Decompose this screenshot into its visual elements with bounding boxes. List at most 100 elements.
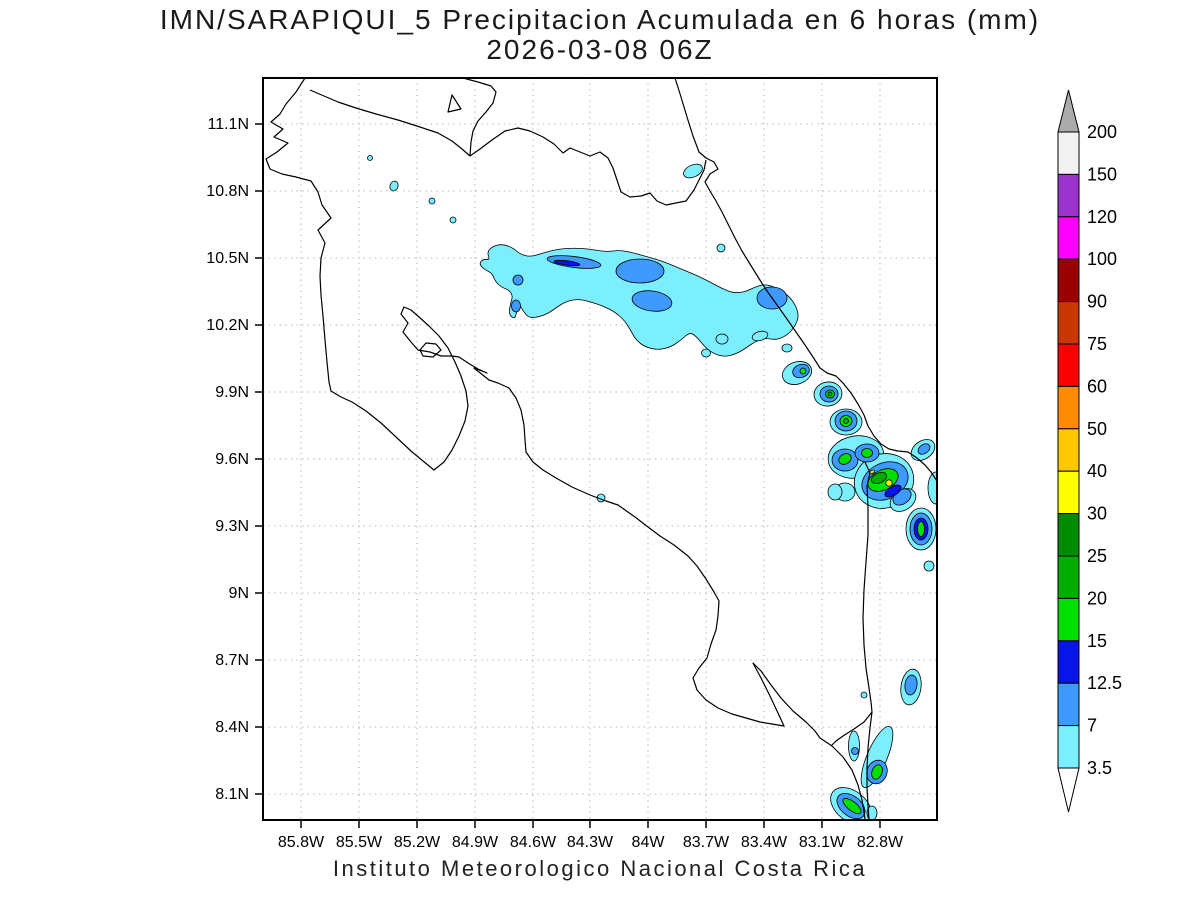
precip-cell-extreme <box>885 479 893 487</box>
precip-cell-light <box>866 805 878 820</box>
x-axis-tick-label: 82.8W <box>857 834 904 851</box>
x-axis-tick-label: 84.3W <box>567 834 614 851</box>
precip-cell-intense <box>861 448 873 458</box>
y-axis-tick-label: 9.6N <box>215 451 249 468</box>
y-axis-tick-label: 8.7N <box>215 652 249 669</box>
precip-cell-moderate <box>615 258 665 284</box>
precip-cell-light <box>860 691 868 699</box>
precip-cell-intense <box>842 797 862 815</box>
precip-cell-very-intense <box>843 418 849 424</box>
colorbar-segment <box>1057 385 1080 430</box>
coastline-path <box>866 711 873 820</box>
y-axis-tick-label: 10.5N <box>206 250 249 267</box>
axes: 85.8W 85.5W 85.2W 84.9W 84.6W 84.3W 84W 83.7W 83… <box>206 116 904 851</box>
precip-cell-light <box>389 180 399 192</box>
plot-title: IMN/SARAPIQUI_5 Precipitacion Acumulada … <box>159 4 1041 35</box>
precip-cell-moderate <box>917 443 931 455</box>
precip-cell-intense <box>838 453 852 465</box>
precipitation-field <box>367 155 937 820</box>
island-outline <box>419 342 442 358</box>
coastline-borders <box>265 78 937 820</box>
precip-cell-light <box>715 333 729 345</box>
colorbar-level-label: 90 <box>1087 292 1107 312</box>
precip-cell-very-intense <box>871 471 887 485</box>
precip-cell-heavy <box>553 259 581 267</box>
plot-subtitle-datetime: 2026-03-08 06Z <box>486 34 714 65</box>
colorbar-segment <box>1057 597 1080 642</box>
precip-cell-moderate <box>631 290 673 312</box>
footer-institution: Instituto Meteorologico Nacional Costa R… <box>332 856 868 881</box>
map-frame <box>262 77 938 821</box>
colorbar-bottom-arrow <box>1057 767 1080 813</box>
colorbar-segment <box>1057 725 1080 769</box>
colorbar-legend: 200 150 120 100 90 75 60 50 40 30 25 20 15 12.5 7 3.5 <box>1057 89 1122 813</box>
island-outline <box>447 94 462 113</box>
precip-cell-light <box>428 197 436 205</box>
precip-cell-light <box>367 155 373 161</box>
grid-lines <box>263 78 937 820</box>
colorbar-segment <box>1057 428 1080 472</box>
y-axis-tick-label: 9N <box>229 585 249 602</box>
colorbar-level-label: 7 <box>1087 716 1097 736</box>
coastline-path <box>462 78 497 157</box>
colorbar-segment <box>1057 682 1080 727</box>
colorbar-segment <box>1057 216 1080 260</box>
colorbar-level-label: 150 <box>1087 164 1117 184</box>
precip-cell-light <box>848 730 860 762</box>
precip-cell-light <box>751 330 769 342</box>
x-axis-tick-label: 83.1W <box>799 834 846 851</box>
colorbar-level-label: 25 <box>1087 546 1107 566</box>
x-axis-tick-label: 85.2W <box>394 834 441 851</box>
precip-cell-very-intense <box>827 391 833 397</box>
precip-cell-intense <box>799 367 807 375</box>
coastline-path <box>265 78 866 820</box>
x-axis-tick-label: 84W <box>632 834 666 851</box>
coastline-path <box>469 127 707 206</box>
x-axis-tick-label: 84.9W <box>452 834 499 851</box>
colorbar-level-label: 100 <box>1087 249 1117 269</box>
precip-cell-light <box>683 163 703 179</box>
y-axis-tick-label: 10.2N <box>206 317 249 334</box>
colorbar-segment <box>1057 131 1080 175</box>
y-axis-tick-label: 8.1N <box>215 786 249 803</box>
x-axis-tick-label: 83.4W <box>741 834 788 851</box>
precip-cell-light <box>923 560 935 572</box>
precip-cell-light <box>449 216 457 224</box>
y-axis-tick-label: 9.9N <box>215 384 249 401</box>
colorbar-level-label: 15 <box>1087 631 1107 651</box>
colorbar-segment <box>1057 555 1080 599</box>
colorbar-segment <box>1057 470 1080 515</box>
y-axis-tick-label: 10.8N <box>206 183 249 200</box>
colorbar-level-label: 3.5 <box>1087 758 1112 778</box>
y-axis-tick-label: 11.1N <box>207 116 249 133</box>
precip-cell-moderate <box>512 274 524 286</box>
precip-cell-light <box>701 348 711 358</box>
colorbar-segment <box>1057 513 1080 557</box>
y-axis-tick-label: 9.3N <box>215 518 249 535</box>
precip-cell-moderate <box>851 747 859 755</box>
colorbar-level-label: 12.5 <box>1087 673 1122 693</box>
colorbar-level-label: 75 <box>1087 334 1107 354</box>
colorbar-level-label: 50 <box>1087 419 1107 439</box>
y-axis-tick-label: 8.4N <box>215 719 249 736</box>
coastline-path <box>674 78 937 482</box>
coastline-path <box>830 461 873 747</box>
x-axis-tick-label: 83.7W <box>683 834 730 851</box>
colorbar-segment <box>1057 258 1080 303</box>
precip-cell-intense <box>871 764 883 780</box>
colorbar-segment <box>1057 173 1080 218</box>
x-axis-tick-label: 84.6W <box>510 834 557 851</box>
precip-cell-light <box>716 243 726 253</box>
x-axis-tick-label: 85.5W <box>336 834 383 851</box>
colorbar-segment <box>1057 640 1080 684</box>
x-axis-tick-label: 85.8W <box>278 834 325 851</box>
coastline-path <box>309 89 471 157</box>
precip-cell-light <box>827 483 843 501</box>
colorbar-segment <box>1057 343 1080 387</box>
precip-cell-intense <box>917 521 925 537</box>
colorbar-level-label: 30 <box>1087 504 1107 524</box>
colorbar-level-label: 20 <box>1087 588 1107 608</box>
precip-cell-extreme <box>868 469 876 475</box>
